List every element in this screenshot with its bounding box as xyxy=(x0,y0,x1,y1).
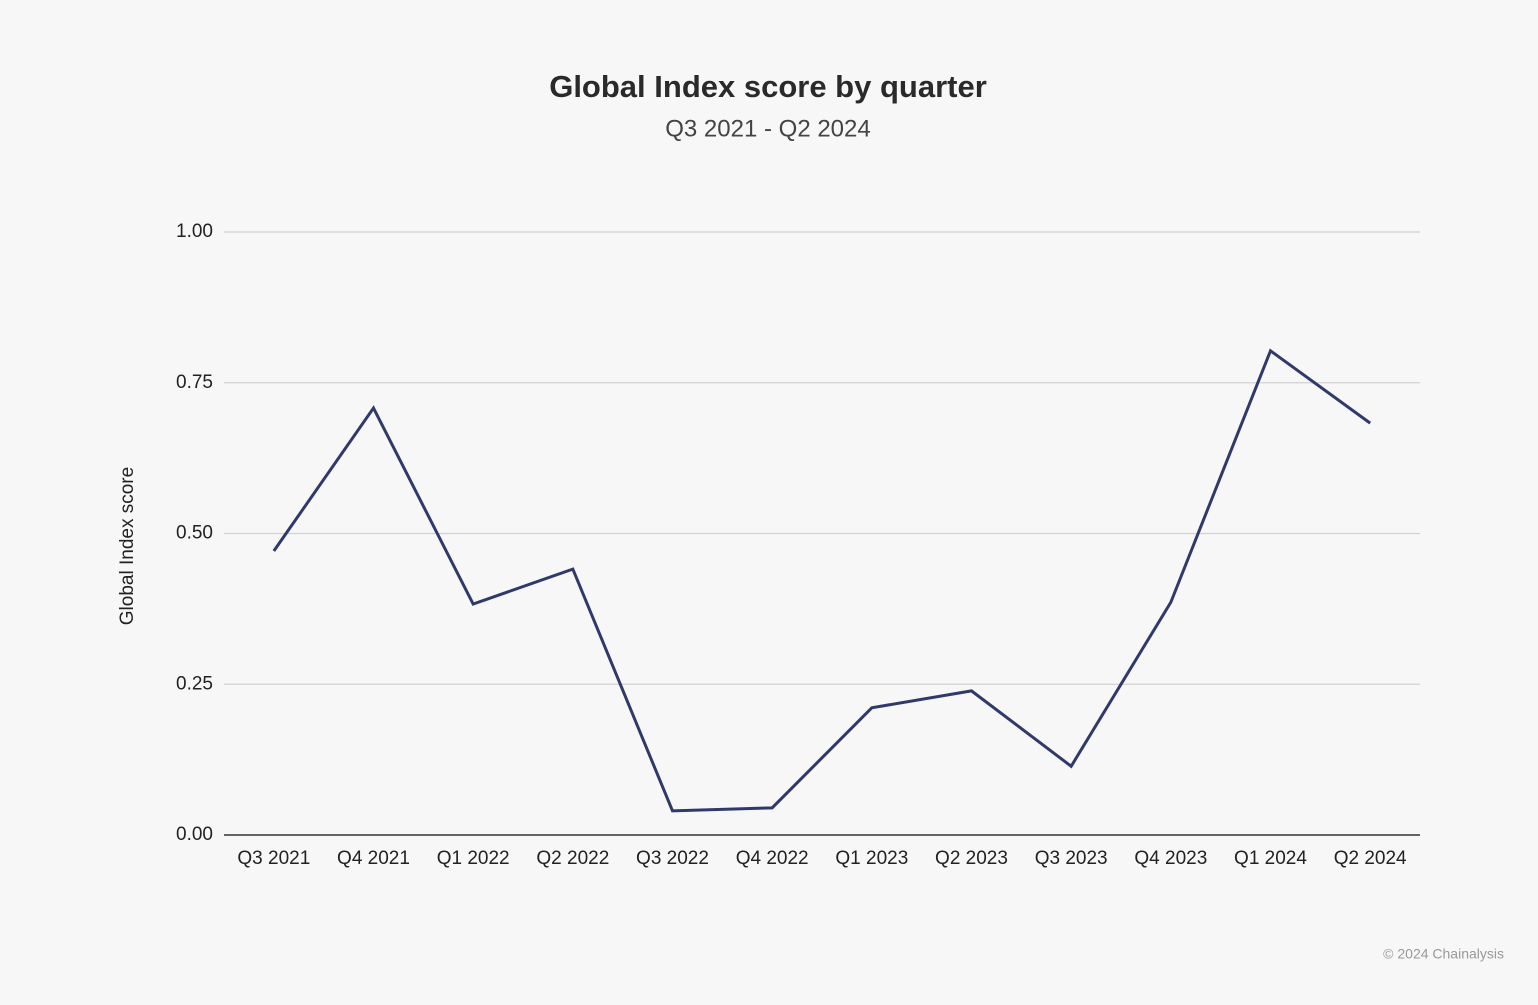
x-tick-label: Q3 2023 xyxy=(1035,848,1108,869)
x-tick-label: Q1 2023 xyxy=(835,848,908,869)
source-footer: © 2024 Chainalysis xyxy=(1383,946,1504,962)
y-tick-label: 0.00 xyxy=(176,824,213,845)
x-tick-label: Q1 2022 xyxy=(437,848,510,869)
x-tick-label: Q2 2023 xyxy=(935,848,1008,869)
x-tick-label: Q2 2022 xyxy=(536,848,609,869)
x-tick-label: Q4 2023 xyxy=(1134,848,1207,869)
x-tick-label: Q3 2021 xyxy=(237,848,310,869)
y-axis-label: Global Index score xyxy=(117,467,138,625)
chart-subtitle: Q3 2021 - Q2 2024 xyxy=(665,115,870,142)
chart-title: Global Index score by quarter xyxy=(549,69,987,104)
x-tick-label: Q1 2024 xyxy=(1234,848,1307,869)
data-line xyxy=(272,348,1372,813)
x-tick-label: Q3 2022 xyxy=(636,848,709,869)
y-tick-label: 1.00 xyxy=(176,221,213,242)
y-tick-label: 0.75 xyxy=(176,372,213,393)
y-tick-label: 0.50 xyxy=(176,523,213,544)
x-tick-label: Q4 2022 xyxy=(736,848,809,869)
x-tick-label: Q2 2024 xyxy=(1334,848,1407,869)
x-tick-label: Q4 2021 xyxy=(337,848,410,869)
y-tick-label: 0.25 xyxy=(176,673,213,694)
